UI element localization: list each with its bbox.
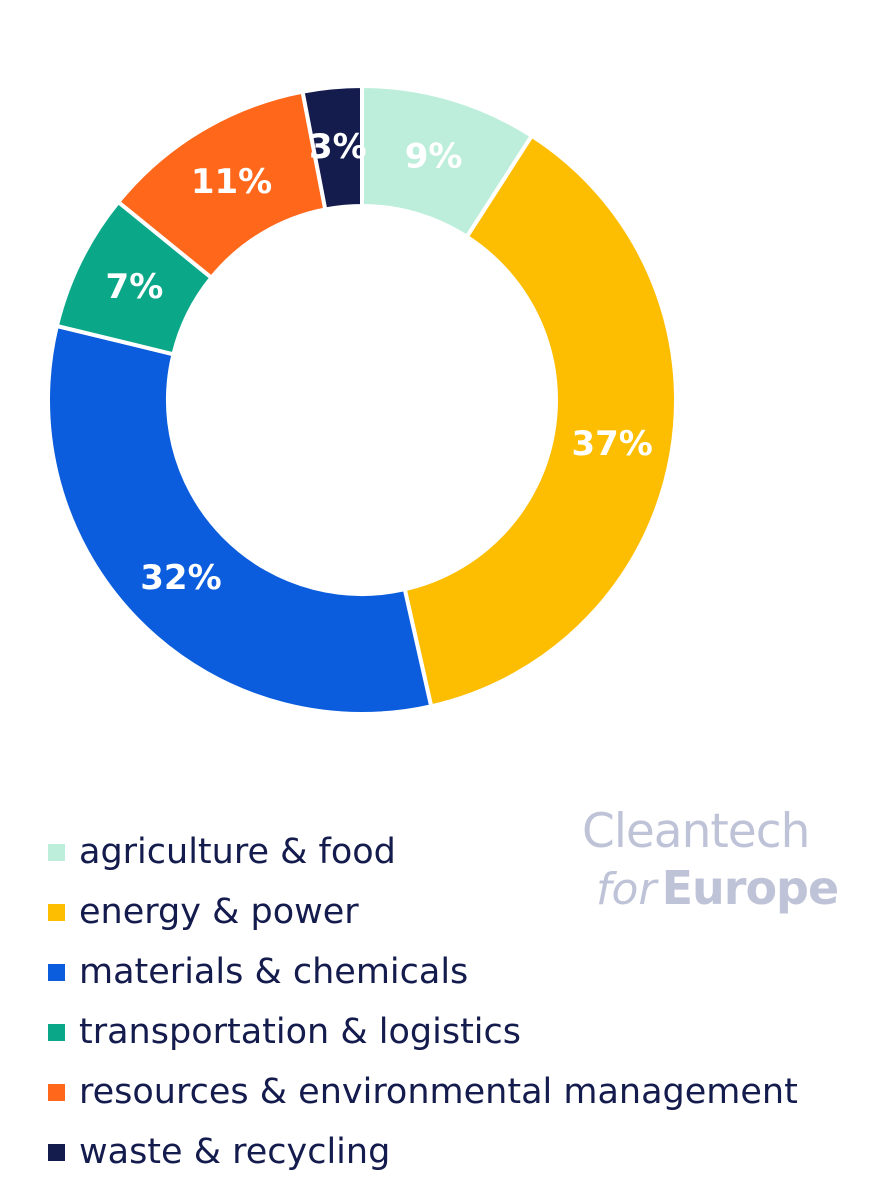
slice-label-resources-environmental-management: 11% <box>191 162 272 202</box>
slice-energy-power <box>402 133 678 709</box>
legend-item-waste-recycling: waste & recycling <box>48 1122 798 1182</box>
legend-swatch <box>48 1023 65 1041</box>
legend-swatch <box>48 903 65 921</box>
donut-chart: 9% 37% 32% 7% 11% 3% <box>46 83 678 716</box>
logo-line2: for Europe <box>582 865 862 912</box>
logo-europe-text: Europe <box>661 861 840 915</box>
slice-label-materials-chemicals: 32% <box>140 558 221 598</box>
legend-label: transportation & logistics <box>79 1012 521 1052</box>
legend-item-materials-chemicals: materials & chemicals <box>48 942 798 1002</box>
legend-label: resources & environmental management <box>79 1072 798 1112</box>
slice-waste-recycling <box>300 83 364 212</box>
slice-materials-chemicals <box>46 323 434 716</box>
cleantech-for-europe-logo: Cleantech for Europe <box>582 808 862 912</box>
legend-swatch <box>48 963 65 981</box>
legend-item-agriculture-food: agriculture & food <box>48 822 798 882</box>
slice-label-energy-power: 37% <box>571 424 652 464</box>
legend-item-resources-environmental-management: resources & environmental management <box>48 1062 798 1122</box>
legend-swatch <box>48 1143 65 1161</box>
donut-slice-labels: 9% 37% 32% 7% 11% 3% <box>106 127 653 598</box>
donut-slices <box>46 83 678 716</box>
legend-swatch <box>48 1083 65 1101</box>
logo-for-text: for <box>596 864 657 915</box>
legend-label: agriculture & food <box>79 832 396 872</box>
slice-label-agriculture-food: 9% <box>405 136 463 176</box>
slice-label-transportation-logistics: 7% <box>106 267 164 307</box>
legend-label: waste & recycling <box>79 1132 391 1172</box>
chart-legend: agriculture & food energy & power materi… <box>48 822 798 1182</box>
legend-label: materials & chemicals <box>79 952 469 992</box>
legend-label: energy & power <box>79 892 359 932</box>
legend-item-energy-power: energy & power <box>48 882 798 942</box>
legend-swatch <box>48 843 65 861</box>
legend-item-transportation-logistics: transportation & logistics <box>48 1002 798 1062</box>
slice-label-waste-recycling: 3% <box>309 127 367 167</box>
logo-cleantech-text: Cleantech <box>582 804 810 859</box>
